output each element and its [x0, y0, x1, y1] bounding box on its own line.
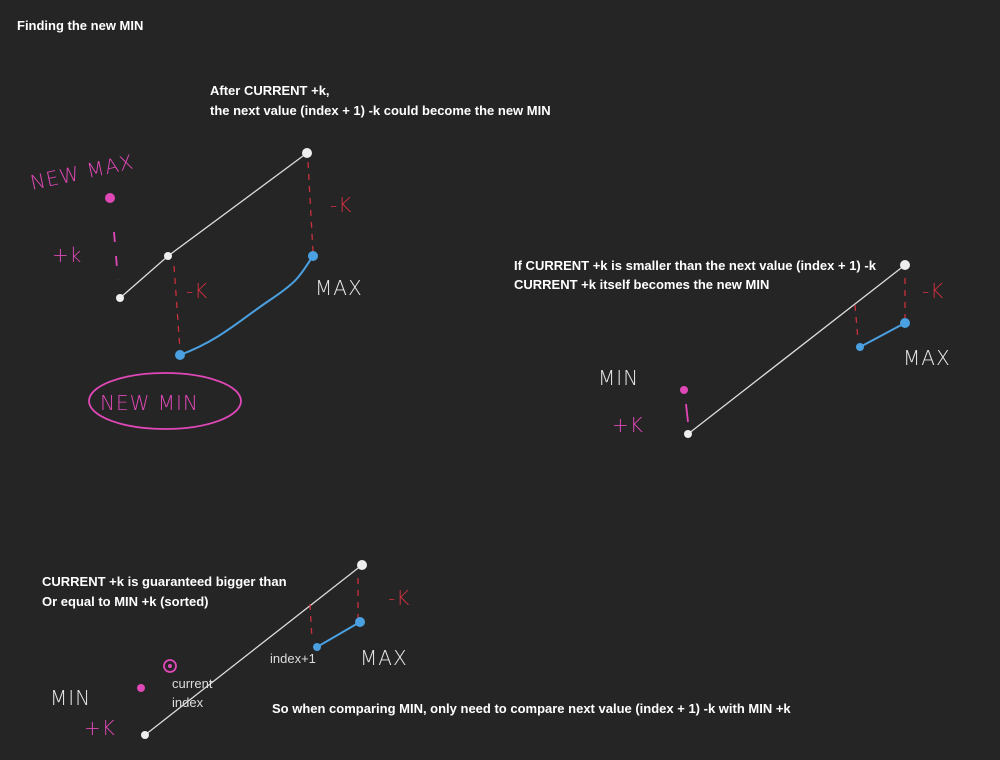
point	[163, 659, 177, 673]
point	[680, 386, 688, 394]
point	[137, 684, 145, 692]
point	[900, 318, 910, 328]
caption: After CURRENT +k,	[210, 83, 330, 98]
handwritten-label: MAX	[360, 646, 408, 670]
point	[308, 251, 318, 261]
label: current	[172, 676, 213, 691]
handwritten-label: MAX	[315, 276, 363, 300]
handwritten-label: -K	[922, 279, 944, 303]
caption: CURRENT +k is guaranteed bigger than	[42, 574, 287, 589]
point	[355, 617, 365, 627]
point	[684, 430, 692, 438]
caption: CURRENT +k itself becomes the new MIN	[514, 277, 769, 292]
note: So when comparing MIN, only need to comp…	[272, 701, 791, 716]
shifted-line	[316, 621, 361, 648]
handwritten-label: -K	[330, 193, 352, 217]
title: Finding the new MIN	[17, 18, 143, 33]
point	[302, 148, 312, 158]
handwritten-label: +K	[84, 716, 116, 740]
point	[116, 294, 124, 302]
value-line	[687, 264, 906, 435]
shifted-line	[859, 322, 906, 348]
handwritten-label: -K	[388, 586, 410, 610]
handwritten-label: +k	[52, 243, 82, 267]
point	[164, 252, 172, 260]
k-offset	[113, 231, 119, 281]
label: index	[172, 695, 204, 710]
handwritten-label: MIN	[598, 366, 639, 390]
point	[900, 260, 910, 270]
caption: Or equal to MIN +k (sorted)	[42, 594, 209, 609]
k-offset	[173, 265, 181, 351]
shifted-line	[179, 255, 314, 356]
caption: If CURRENT +k is smaller than the next v…	[514, 258, 877, 273]
caption: the next value (index + 1) -k could beco…	[210, 103, 551, 118]
handwritten-label: +K	[612, 413, 644, 437]
point	[141, 731, 149, 739]
point	[168, 664, 172, 668]
handwritten-label: MIN	[50, 686, 91, 710]
point	[105, 193, 115, 203]
k-offset	[307, 161, 314, 253]
point	[856, 343, 864, 351]
value-line	[144, 564, 363, 736]
handwritten-label: NEW MIN	[100, 391, 199, 415]
point	[313, 643, 321, 651]
label: index+1	[270, 651, 316, 666]
point	[175, 350, 185, 360]
highlight	[88, 372, 242, 430]
point	[357, 560, 367, 570]
handwritten-label: -K	[186, 279, 208, 303]
k-offset	[854, 304, 859, 341]
handwritten-label: MAX	[903, 346, 951, 370]
k-offset	[685, 403, 689, 423]
